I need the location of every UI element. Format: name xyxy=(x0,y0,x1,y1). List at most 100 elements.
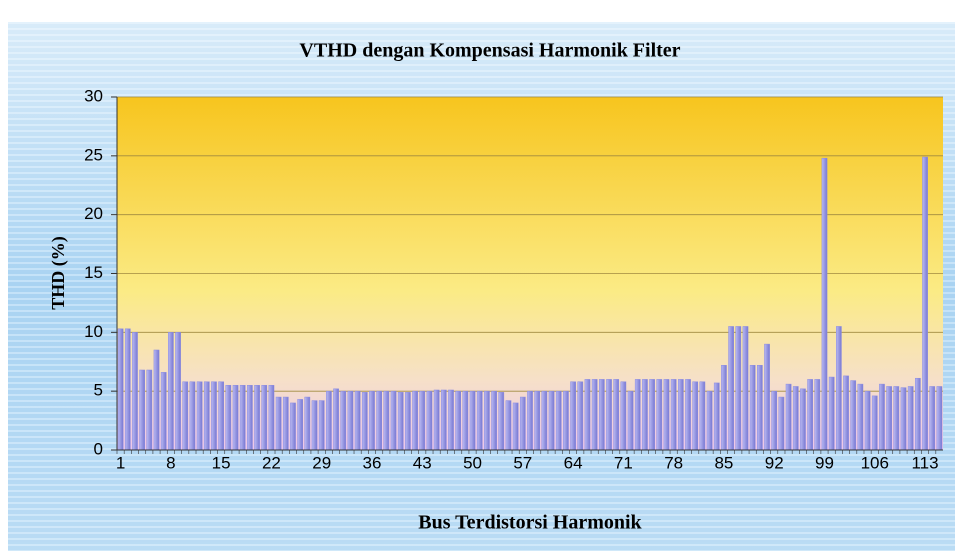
x-tick-label: 57 xyxy=(513,453,532,472)
bar xyxy=(627,390,634,451)
x-tick-label: 85 xyxy=(714,453,733,472)
bar xyxy=(584,379,591,451)
bar xyxy=(907,386,914,451)
y-tick-label: 15 xyxy=(84,263,103,282)
bar xyxy=(591,379,598,451)
bar xyxy=(663,379,670,451)
bar xyxy=(850,380,857,451)
bar xyxy=(498,392,505,451)
bar xyxy=(598,379,605,451)
bar xyxy=(462,390,469,451)
bar xyxy=(383,390,390,451)
bar xyxy=(929,386,936,451)
x-tick-label: 15 xyxy=(212,453,231,472)
bar xyxy=(541,390,548,451)
bar xyxy=(807,379,813,451)
bar xyxy=(836,326,842,451)
bar xyxy=(879,383,885,451)
bar xyxy=(182,381,189,451)
y-tick-label: 5 xyxy=(94,381,103,400)
bar xyxy=(828,376,835,451)
y-tick-label: 30 xyxy=(84,86,103,105)
bar xyxy=(448,389,454,451)
x-tick-label: 64 xyxy=(564,453,583,472)
bar xyxy=(814,379,821,451)
bar xyxy=(527,390,533,451)
x-axis-title: Bus Terdistorsi Harmonik xyxy=(418,512,642,534)
bar xyxy=(685,379,691,451)
bar xyxy=(742,326,749,451)
bar xyxy=(405,392,411,451)
bar xyxy=(785,383,792,451)
bar xyxy=(713,382,720,451)
bar xyxy=(677,379,684,451)
y-axis-title: THD (%) xyxy=(48,236,69,310)
bar xyxy=(469,390,476,451)
bar xyxy=(261,385,268,451)
bar xyxy=(232,385,239,451)
bar xyxy=(333,388,339,451)
bar xyxy=(117,328,124,451)
bar xyxy=(254,385,260,451)
x-tick-label: 71 xyxy=(614,453,633,472)
bar xyxy=(864,390,871,451)
bar xyxy=(268,385,275,451)
x-tick-label: 8 xyxy=(166,453,175,472)
bar xyxy=(886,386,892,451)
x-tick-label: 1 xyxy=(116,453,125,472)
bar xyxy=(196,381,203,451)
bar xyxy=(282,396,289,451)
bar xyxy=(390,390,397,451)
bar xyxy=(426,390,433,451)
bar xyxy=(900,387,907,451)
bar xyxy=(455,390,462,451)
x-tick-label: 22 xyxy=(262,453,281,472)
bar xyxy=(606,379,612,451)
bar xyxy=(915,377,921,451)
y-tick-label: 20 xyxy=(84,204,103,223)
x-tick-label: 92 xyxy=(765,453,784,472)
bar xyxy=(757,365,763,451)
bar xyxy=(778,396,785,451)
bar xyxy=(771,390,778,451)
bar xyxy=(670,379,677,451)
bar xyxy=(225,385,232,451)
bar xyxy=(211,381,217,451)
bar xyxy=(247,385,253,451)
bar xyxy=(634,379,641,451)
bar xyxy=(347,390,354,451)
bar xyxy=(160,372,167,451)
bar xyxy=(484,390,490,451)
bar xyxy=(570,381,576,451)
bar xyxy=(326,390,332,451)
bar xyxy=(168,332,174,451)
bar xyxy=(290,402,296,451)
bar xyxy=(189,381,196,451)
bar xyxy=(728,326,734,451)
bar xyxy=(764,343,770,451)
bar xyxy=(376,390,383,451)
x-tick-label: 113 xyxy=(911,453,938,472)
bar xyxy=(857,383,864,451)
bar xyxy=(735,326,742,451)
bar xyxy=(871,395,878,451)
bar xyxy=(512,402,519,451)
bar xyxy=(642,379,648,451)
bar xyxy=(124,328,131,451)
y-tick-label: 25 xyxy=(84,145,103,164)
x-tick-label: 99 xyxy=(815,453,834,472)
bar xyxy=(440,389,447,451)
bar xyxy=(692,381,699,451)
bar xyxy=(146,369,153,451)
bar xyxy=(893,386,900,451)
bar xyxy=(203,381,210,451)
bar xyxy=(218,381,224,451)
bar xyxy=(577,381,584,451)
bar xyxy=(433,389,440,451)
bar xyxy=(304,396,311,451)
bar xyxy=(340,390,347,451)
y-tick-label: 0 xyxy=(94,439,103,458)
bar xyxy=(649,379,655,451)
